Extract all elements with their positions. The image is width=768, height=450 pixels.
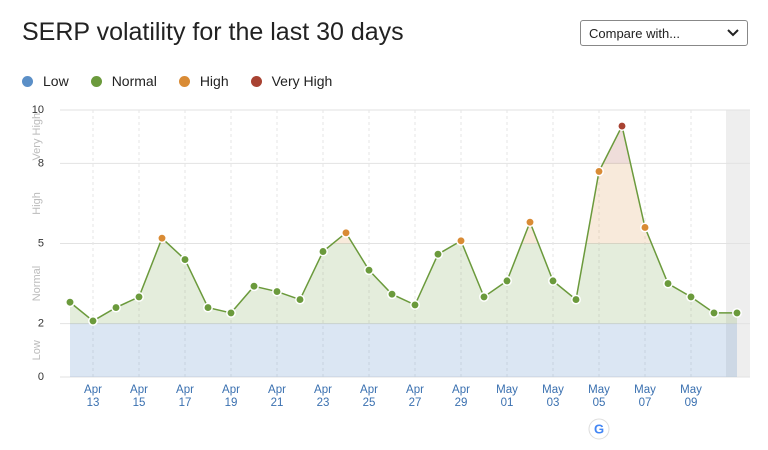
x-tick-label: Apr 21 [268, 384, 286, 409]
svg-text:G: G [594, 421, 604, 436]
point [134, 291, 144, 302]
point [548, 275, 558, 286]
line [69, 123, 737, 322]
point [157, 233, 167, 244]
point [65, 297, 75, 308]
legend-label: Normal [111, 73, 157, 89]
chart-title: SERP volatility for the last 30 days [22, 18, 404, 46]
x-tick-label: May 09 [680, 384, 702, 409]
legend-swatch [90, 75, 102, 87]
y-tick-label: 8 [38, 157, 44, 169]
point [203, 302, 213, 313]
point [640, 222, 650, 233]
legend-swatch [250, 75, 262, 87]
x-tick-label: Apr 17 [176, 384, 194, 409]
x-tick-label: Apr 19 [222, 384, 240, 409]
x-tick-label: Apr 15 [130, 384, 148, 409]
point [479, 291, 489, 302]
chevron [727, 29, 739, 37]
x-tick-label: Apr 13 [84, 384, 102, 409]
band-area [70, 243, 737, 324]
x-tick-label: May 05 [588, 384, 610, 409]
point [571, 294, 581, 305]
point [295, 294, 305, 305]
band-area [70, 163, 737, 244]
point [111, 302, 121, 313]
legend-item[interactable]: Very High [250, 73, 333, 89]
x-tick-label: May 07 [634, 384, 656, 409]
point [318, 246, 328, 257]
point [525, 217, 535, 228]
x-tick-label: Apr 27 [406, 384, 424, 409]
band-label: Normal [31, 266, 43, 301]
point [249, 281, 259, 292]
point [594, 166, 604, 177]
x-tick-label: May 03 [542, 384, 564, 409]
band-label: Very High [31, 113, 43, 161]
legend-item[interactable]: High [178, 73, 229, 89]
point [502, 275, 512, 286]
legend-label: Very High [271, 73, 333, 89]
area-fill [70, 126, 737, 324]
google-icon: G [588, 418, 610, 440]
x-tick-label: May 01 [496, 384, 518, 409]
band-area [70, 323, 737, 377]
point [180, 254, 190, 265]
band-area [70, 126, 737, 164]
point [226, 307, 236, 318]
band-label: High [31, 192, 43, 215]
compare-label: Compare with... [589, 26, 681, 41]
point [410, 299, 420, 310]
point [663, 278, 673, 289]
point [709, 307, 719, 318]
point [341, 227, 351, 238]
point [272, 286, 282, 297]
y-tick-label: 10 [32, 104, 44, 116]
compare-dropdown[interactable]: Compare with... [580, 20, 748, 46]
legend-label: Low [43, 73, 69, 89]
point [433, 249, 443, 260]
point [387, 289, 397, 300]
point [732, 307, 742, 318]
y-tick-label: 5 [38, 237, 44, 249]
point [617, 121, 627, 131]
legend-item[interactable]: Low [22, 73, 69, 89]
point [456, 235, 466, 246]
y-tick-label: 0 [38, 371, 44, 383]
legend-swatch [178, 75, 190, 87]
band-label: Low [31, 340, 43, 360]
x-tick-label: Apr 25 [360, 384, 378, 409]
point [686, 291, 696, 302]
legend-label: High [199, 73, 229, 89]
y-tick-label: 2 [38, 318, 44, 330]
legend: Low Normal High Very High [22, 73, 332, 89]
point [88, 315, 98, 326]
x-tick-label: Apr 29 [452, 384, 470, 409]
x-tick-label: Apr 23 [314, 384, 332, 409]
legend-item[interactable]: Normal [90, 73, 157, 89]
point [364, 265, 374, 276]
legend-swatch [22, 75, 33, 87]
